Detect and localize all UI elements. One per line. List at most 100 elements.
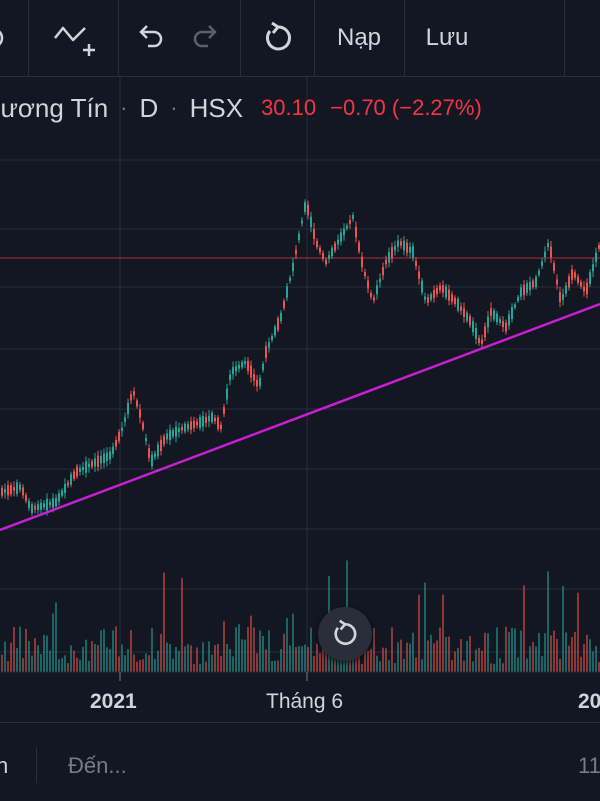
candle-body [547,243,549,248]
volume-bar [490,663,492,672]
candle-body [73,471,75,479]
save-label: Lưu [425,24,469,51]
candle-body [514,304,516,308]
candle-body [25,494,27,502]
candle-body [505,322,507,332]
candle-body [469,316,471,326]
volume-bar [394,663,396,672]
candle-body [304,202,306,212]
candle-body [133,391,135,396]
trendline[interactable] [0,302,600,532]
volume-bar [493,663,495,672]
candle-body [181,426,183,431]
volume-bar [28,641,30,672]
volume-bar [589,639,591,672]
candle-body [103,453,105,463]
candle-body [496,313,498,323]
volume-bar [424,582,426,672]
volume-bar [301,646,303,672]
last-price: 30.10 [261,95,317,120]
volume-bar [526,658,528,672]
volume-bar [388,660,390,672]
save-button[interactable]: Lưu [412,0,482,76]
refresh-icon [334,619,357,645]
volume-bar [460,639,462,672]
volume-bar [157,650,159,672]
candle-body [67,482,69,486]
volume-bar [286,617,288,672]
range-left-partial[interactable]: n [0,753,9,778]
reset-chart-button[interactable] [252,0,304,76]
volume-bar [442,594,444,672]
volume-bar [430,634,432,672]
candle-body [562,294,564,300]
candle-body [256,379,258,387]
candle-body [76,466,78,477]
price-change: −0.70 (−2.27%) [330,95,482,120]
volume-bar [406,642,408,672]
candle-body [424,296,426,300]
volume-bar [10,642,12,672]
candle-body [259,377,261,387]
volume-bar [322,637,324,672]
volume-bar [550,635,552,672]
volume-bar [208,641,210,672]
candle-body [52,498,54,508]
volume-bar [232,656,234,672]
partial-toolbar-icon[interactable] [0,0,18,76]
candle-body [13,487,15,491]
volume-bar [574,631,576,672]
candle-body [427,297,429,303]
candle-body [454,297,456,305]
volume-bar [544,633,546,672]
volume-bar [568,645,570,672]
volume-bar [283,633,285,672]
candle-body [403,240,405,251]
candle-body [346,225,348,229]
candle-body [106,452,108,462]
interval-label[interactable]: D [139,92,159,123]
volume-bar [373,628,375,672]
candle-body [280,312,282,322]
volume-bar [271,660,273,672]
candle-body [142,422,144,430]
candle-body [196,421,198,426]
reset-scale-button[interactable] [318,607,372,661]
volume-bar [130,630,132,672]
volume-bar [142,659,144,672]
candle-body [244,361,246,365]
volume-bar [70,645,72,672]
volume-bar [541,656,543,672]
candle-body [574,272,576,278]
price-chart[interactable] [0,77,600,722]
symbol-name[interactable]: hương Tín [0,92,109,123]
candle-body [265,346,267,358]
candle-body [499,319,501,323]
volume-bar [172,658,174,672]
candle-body [361,256,363,268]
volume-bar [103,629,105,672]
load-button[interactable]: Nạp [322,0,396,76]
volume-bar [217,644,219,672]
redo-button[interactable] [184,0,228,76]
undo-button[interactable] [128,0,172,76]
candle-body [541,261,543,266]
go-to-date-button[interactable]: Đến... [68,753,127,778]
candle-body [409,247,411,253]
toolbar-separator [118,0,119,76]
volume-bar [397,642,399,672]
volume-bar [1,654,3,672]
volume-bar [94,643,96,672]
candle-body [382,267,384,276]
volume-bar [577,592,579,672]
volume-bar [472,661,474,672]
volume-bar [235,627,237,672]
candle-body [487,316,489,328]
candle-body [367,280,369,289]
toolbar-separator [314,0,315,76]
candle-body [79,468,81,472]
volume-bar [304,644,306,672]
volume-bar [367,650,369,672]
volume-bar [538,632,540,672]
add-indicator-button[interactable] [40,0,110,76]
